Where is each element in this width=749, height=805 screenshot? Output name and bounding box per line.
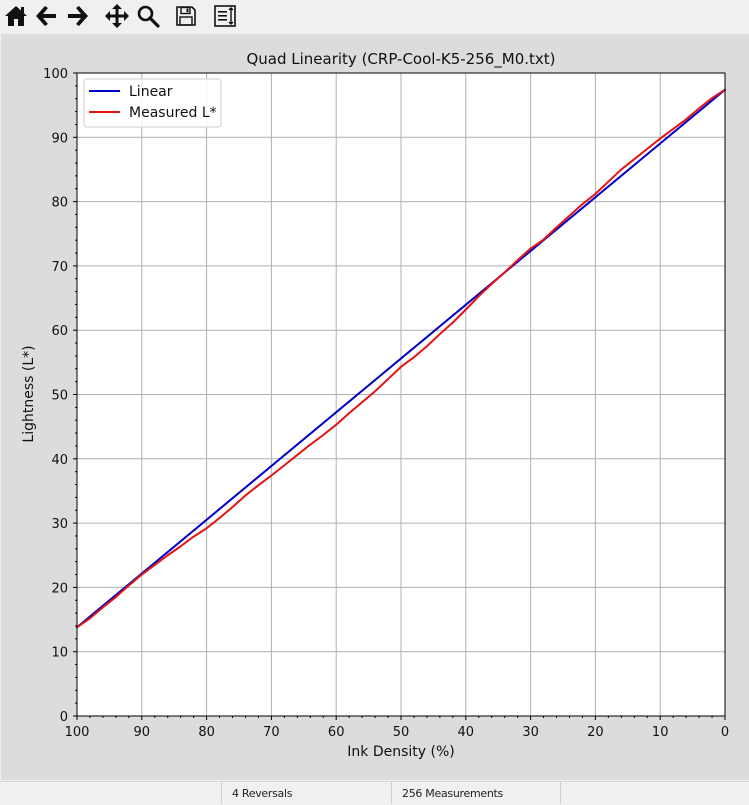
arrow-right-icon	[68, 6, 88, 26]
arrow-left-icon	[36, 6, 56, 26]
x-axis-label: Ink Density (%)	[347, 744, 454, 760]
chart-title: Quad Linearity (CRP-Cool-K5-256_M0.txt)	[246, 50, 555, 69]
back-button[interactable]	[33, 2, 61, 30]
legend-label-measured: Measured L*	[129, 105, 217, 121]
x-tick-label: 0	[721, 725, 729, 740]
status-measurements: 256 Measurements	[391, 782, 560, 804]
magnifier-icon	[137, 5, 160, 28]
y-tick-label: 30	[51, 517, 68, 532]
y-tick-label: 80	[51, 196, 68, 211]
home-button[interactable]	[2, 2, 30, 30]
y-axis-label: Lightness (L*)	[21, 345, 37, 442]
axis-ticks: 100 90 80 70 60 50 40 30 20 10 0010203040506070809…	[43, 67, 729, 740]
y-tick-label: 0	[60, 710, 68, 725]
forward-button[interactable]	[63, 2, 91, 30]
figure: Quad Linearity (CRP-Cool-K5-256_M0.txt) …	[1, 34, 749, 780]
series-line-measured	[76, 88, 726, 629]
status-reversals: 4 Reversals	[221, 782, 391, 804]
series-line-linear	[76, 88, 726, 629]
chart: Quad Linearity (CRP-Cool-K5-256_M0.txt) …	[21, 50, 729, 760]
move-icon	[105, 4, 129, 28]
y-tick-label: 50	[51, 389, 68, 404]
y-tick-label: 100	[43, 67, 68, 82]
x-tick-label: 50	[393, 725, 410, 740]
x-tick-label: 100	[65, 725, 90, 740]
home-icon	[5, 6, 27, 26]
x-tick-label: 10	[652, 725, 669, 740]
status-empty-cell	[560, 782, 749, 804]
toolbar	[0, 0, 749, 33]
y-tick-label: 40	[51, 453, 68, 468]
zoom-button[interactable]	[134, 2, 162, 30]
x-tick-label: 90	[134, 725, 151, 740]
x-tick-label: 60	[328, 725, 345, 740]
y-tick-label: 60	[51, 324, 68, 339]
series-layer	[76, 88, 726, 629]
legend-label-linear: Linear	[129, 84, 173, 100]
legend: Linear Measured L*	[83, 78, 222, 128]
subplots-icon	[214, 5, 236, 27]
y-tick-label: 90	[51, 131, 68, 146]
floppy-disk-icon	[176, 6, 196, 26]
save-button[interactable]	[172, 2, 200, 30]
x-tick-label: 20	[587, 725, 604, 740]
status-bar: 4 Reversals 256 Measurements	[0, 781, 749, 804]
x-tick-label: 40	[458, 725, 475, 740]
configure-subplots-button[interactable]	[211, 2, 239, 30]
x-tick-label: 80	[198, 725, 215, 740]
y-tick-label: 20	[51, 581, 68, 596]
y-tick-label: 10	[51, 646, 68, 661]
y-tick-label: 70	[51, 260, 68, 275]
x-tick-label: 30	[522, 725, 539, 740]
pan-button[interactable]	[103, 2, 131, 30]
x-tick-label: 70	[263, 725, 280, 740]
